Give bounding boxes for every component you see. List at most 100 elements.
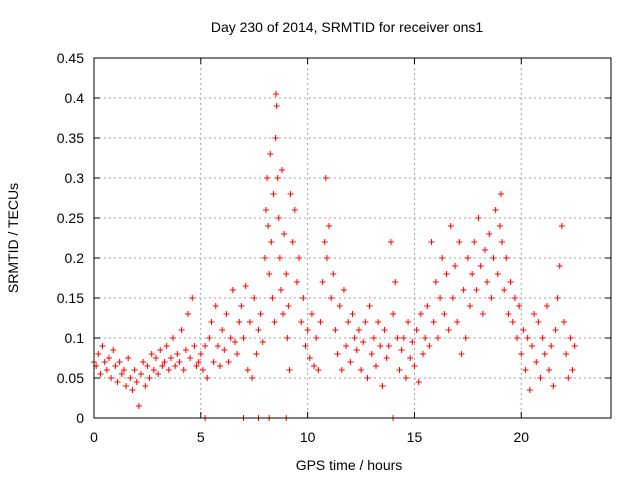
data-point [516,303,523,309]
data-point [161,359,168,365]
data-point [467,303,473,309]
data-point [441,311,448,317]
data-point [494,271,501,277]
data-point [244,367,251,373]
data-point [120,367,127,373]
data-point [225,359,232,365]
data-point [261,255,268,261]
data-point [428,239,435,245]
data-point [240,335,247,341]
data-point [170,335,177,341]
data-point [277,287,284,293]
data-point [236,319,243,325]
data-point [383,355,390,361]
y-tick-label: 0.3 [65,170,85,186]
data-point [377,343,384,349]
data-point [280,311,287,317]
data-point [343,343,350,349]
data-point [330,271,337,277]
data-point [165,367,172,373]
data-point [347,359,354,365]
data-point [257,311,264,317]
data-point [398,347,405,353]
data-point [535,319,542,325]
data-point [497,191,504,197]
data-point [272,135,279,141]
data-point [479,311,486,317]
data-point [262,207,269,213]
data-point [460,287,467,293]
data-point [469,271,476,277]
data-point [454,319,461,325]
x-axis-label: GPS time / hours [296,457,403,473]
data-point [565,375,572,381]
data-point [197,351,204,357]
data-point [505,311,512,317]
data-point [133,379,140,385]
data-point [157,347,164,353]
data-point [402,375,409,381]
data-point [148,351,155,357]
data-point [253,351,260,357]
data-point [543,303,550,309]
data-point [103,367,110,373]
data-point [511,295,518,301]
data-point [229,287,236,293]
data-point [394,335,401,341]
data-point [144,363,151,369]
data-point [507,279,514,285]
data-point [501,287,508,293]
data-point [167,355,174,361]
y-tick-label: 0.35 [57,130,84,146]
data-point [434,335,441,341]
data-point [488,295,495,301]
data-point [116,359,123,365]
y-tick-label: 0.4 [65,90,85,106]
data-point [571,343,578,349]
data-point [221,347,228,353]
data-point [285,303,292,309]
y-tick-label: 0.05 [57,370,84,386]
data-point [110,347,117,353]
data-point [208,319,215,325]
data-point [219,327,226,333]
data-point [558,223,565,229]
y-tick-label: 0.2 [65,250,85,266]
data-point [97,371,104,377]
data-point [298,319,305,325]
data-point [449,295,456,301]
data-point [155,371,162,377]
data-point [289,239,296,245]
data-point [533,359,540,365]
data-point [123,383,130,389]
data-point [539,335,546,341]
data-point [189,295,196,301]
data-point [129,387,136,393]
data-point [174,351,181,357]
data-point [291,207,298,213]
data-point [522,367,529,373]
y-tick-label: 0.15 [57,290,84,306]
data-point [101,359,108,365]
data-point [458,351,465,357]
data-point [492,207,499,213]
data-point [385,343,392,349]
data-point [206,335,213,341]
data-point [334,351,341,357]
x-tick-labels: 0 5 10 15 20 [90,429,529,445]
data-point [445,327,452,333]
data-point [447,223,454,229]
y-tick-labels: 0 0.05 0.1 0.15 0.2 0.25 0.3 0.35 0.4 0.45 [57,50,84,426]
data-point [409,339,416,345]
data-point [514,335,520,341]
data-point [550,383,557,389]
data-point [238,303,245,309]
data-point [537,375,544,381]
data-point [268,239,275,245]
data-point [95,351,102,357]
data-point [281,231,288,237]
data-point [273,91,280,97]
x-tick-label: 15 [407,429,423,445]
data-point [462,335,469,341]
